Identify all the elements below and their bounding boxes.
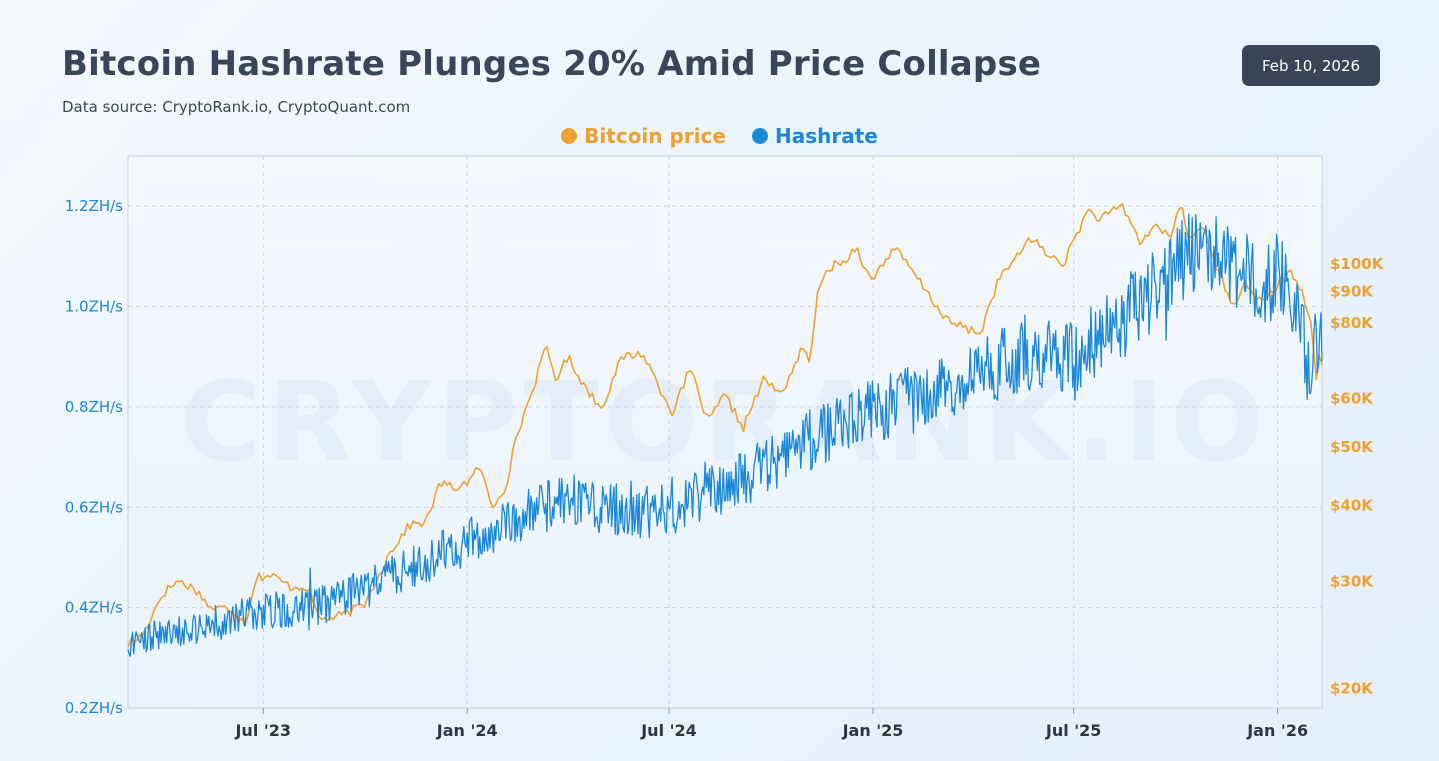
y-left-tick-label: 0.8ZH/s [65, 398, 123, 416]
y-left-tick-label: 0.2ZH/s [65, 699, 123, 717]
legend-item-price[interactable]: Bitcoin price [561, 124, 726, 148]
y-axis-left: 0.2ZH/s 0.4ZH/s 0.6ZH/s 0.8ZH/s 1.0ZH/s 1.2ZH… [65, 197, 123, 717]
watermark: CRYPTORANK.IO [180, 358, 1270, 486]
legend-label-hashrate: Hashrate [774, 124, 878, 148]
hashrate-dot-icon [751, 128, 768, 144]
y-right-tick-label: $60K [1330, 390, 1374, 408]
date-badge: Feb 10, 2026 [1242, 45, 1380, 86]
legend-label-price: Bitcoin price [584, 124, 726, 148]
y-left-tick-label: 0.6ZH/s [65, 498, 123, 516]
y-right-tick-label: $20K [1330, 679, 1374, 697]
x-axis: Jul '23 Jan '24 Jul '24 Jan '25 Jul '25 Jan '… [234, 721, 1308, 740]
series-line-hashrate [127, 213, 1323, 657]
y-right-tick-label: $50K [1330, 438, 1374, 456]
x-tick-label: Jul '24 [640, 721, 697, 740]
x-tick-label: Jul '25 [1045, 721, 1102, 740]
legend-item-hashrate[interactable]: Hashrate [751, 124, 878, 148]
series-line-bitcoin-price [127, 203, 1323, 648]
y-left-tick-label: 1.2ZH/s [65, 197, 123, 215]
x-tick-label: Jan '24 [436, 721, 498, 740]
x-tick-label: Jan '26 [1246, 721, 1308, 740]
y-right-tick-label: $100K [1330, 255, 1385, 273]
y-left-tick-label: 0.4ZH/s [65, 599, 123, 617]
x-tick-label: Jul '23 [234, 721, 291, 740]
y-right-tick-label: $40K [1330, 497, 1374, 515]
chart-legend: Bitcoin price Hashrate [0, 124, 1439, 148]
chart-title: Bitcoin Hashrate Plunges 20% Amid Price … [62, 44, 1042, 84]
y-axis-right: $20K $30K $40K $50K $60K $80K $90K $100K [1330, 255, 1385, 697]
x-tick-label: Jan '25 [842, 721, 904, 740]
data-source: Data source: CryptoRank.io, CryptoQuant.… [62, 98, 411, 116]
y-right-tick-label: $80K [1330, 314, 1374, 332]
y-left-tick-label: 1.0ZH/s [65, 298, 123, 316]
y-right-tick-label: $30K [1330, 572, 1374, 590]
price-dot-icon [561, 128, 578, 144]
y-right-tick-label: $90K [1330, 283, 1374, 301]
